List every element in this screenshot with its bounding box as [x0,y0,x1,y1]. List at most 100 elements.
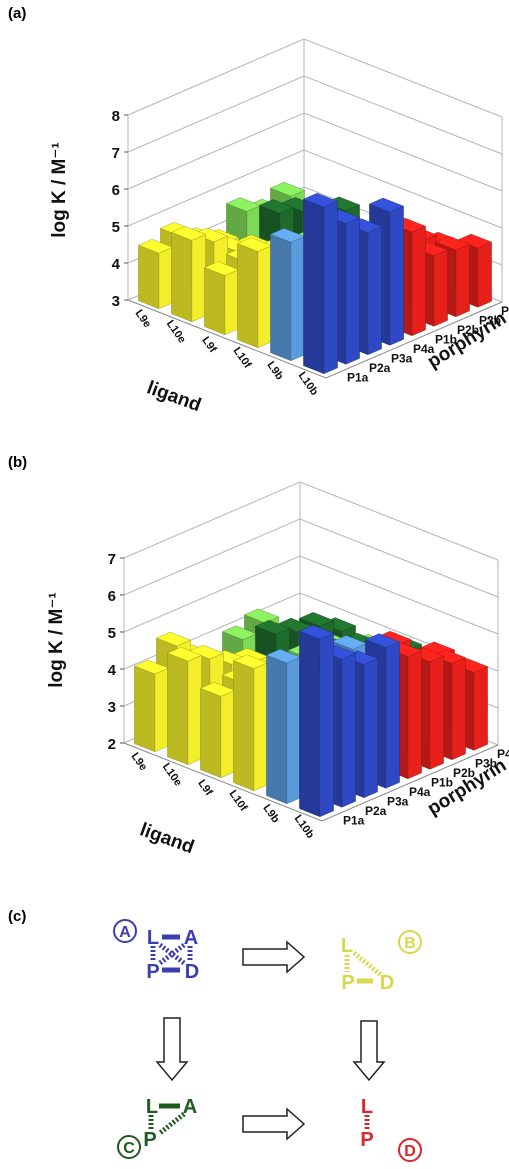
scheme-b-l: L [341,935,353,957]
scheme-b-p: P [341,972,354,994]
chart-a-porphyrin-tick: P4a [413,342,435,356]
bar-face-top [243,608,280,624]
chart-a-porphyrin-tick: P2b [457,323,479,337]
scheme-a-a: A [184,927,198,949]
arrow-a-to-b [242,940,306,974]
bar-face-top [258,199,295,214]
panel-label-a: (a) [8,5,27,22]
bar-face-left [303,198,325,375]
panel-label-b: (b) [8,454,28,471]
scheme-c-l: L [146,1096,158,1118]
chart-a-z-axis-label: log K / M⁻¹ [49,142,70,238]
chart-b-z-axis-label: log K / M⁻¹ [46,592,67,688]
bar-face-top [188,644,225,660]
bar-face-top [430,649,467,664]
bar-face-right [290,236,305,362]
scheme-d-l: L [361,1096,373,1118]
bar-face-top [192,227,229,243]
bar-face-right [154,667,169,753]
badge-c-circle [117,1135,141,1159]
bond-l-d [158,943,186,965]
chart-b-porphyrin-tick: P3a [387,794,409,808]
bar-face-right [253,662,268,792]
bar-face-right [319,632,334,818]
chart-b-bar-L9b-P1a [265,648,302,805]
bar-face-right [385,641,400,789]
scheme-a-p: P [146,961,159,983]
bar-face-top [269,182,306,197]
bar-face-right [477,241,492,308]
chart-b-ligand-tick: L9b [260,802,281,825]
chart-a-z-tick-label: 5 [112,219,120,236]
chart-b-porphyrin-tick: P1b [431,775,453,789]
chart-b-bar-L10e-P1a [166,646,203,766]
badge-a-circle [113,919,137,943]
chart-a-porphyrin-tick: P3a [391,351,413,365]
chart-a-floor-edge [127,299,503,379]
bar-face-top [298,612,335,627]
bar-face-right [187,654,202,766]
bar-face-right [473,666,488,751]
scheme-state-b: B L P D [341,930,422,994]
bar-face-right [257,245,272,349]
chart-b-bars [133,608,489,818]
chart-b-bar-L9f-P1a [199,682,236,779]
arrow-a-to-c [155,1017,189,1082]
bar-face-right [411,225,426,337]
chart-b-porphyrin-tick: P3b [475,756,497,770]
bar-face-top [456,233,493,249]
chart-b-bar-L9e-P1a [133,659,170,753]
chart-a-z-tick-label: 4 [112,256,121,273]
chart-b-z-tick-label: 2 [108,736,116,753]
chart-a-porphyrin-tick: P3b [479,313,501,327]
chart-a-bar-L10f-P1a [236,237,273,349]
badge-d-circle [398,1138,422,1162]
bar-face-right [323,201,338,375]
bar-face-top [364,633,401,648]
bar-face-right [389,205,404,346]
chart-b-z-tick-label: 6 [108,588,116,605]
scheme-b-d: D [380,972,394,994]
chart-b-porphyrin-tick: P4b [497,747,509,761]
chart-a-porphyrin-tick: P1a [347,370,369,384]
bar-face-left [237,243,259,349]
chart-a-z-tick-label: 8 [112,108,120,125]
chart-b-porphyrin-ticks: P1aP2aP3aP4aP1bP2bP3bP4b [343,747,509,828]
chart-a-z-tick-label: 7 [112,145,120,162]
chart-a-z-tick-label: 6 [112,182,120,199]
bar-face-right [367,226,382,356]
chart-b-ligand-tick: L10f [227,788,250,814]
arrow-b-to-d [352,1020,386,1082]
chart-b-gridline [123,518,499,598]
bond-a-p [158,943,186,965]
scheme-a-l: L [147,927,159,949]
bar-face-left [266,654,288,805]
chart-a-ligand-tick: L9e [133,308,154,330]
bond-l-d-b [352,951,383,977]
bar-face-left [171,231,193,323]
chart-a-bar-L10b-P1a [302,193,339,375]
chart-a-bar-L9b-P1a [269,228,306,362]
chart-b-z-tick-label: 5 [108,625,116,642]
chart-a-ligand-tick: L9b [264,359,285,382]
chart-b-gridline [123,481,499,561]
panel-label-c: (c) [8,908,27,925]
bar-face-top [155,631,192,647]
chart-a-bar-L9e-P1a [137,239,174,310]
chart-b-bar-L10f-P1a [232,654,269,792]
chart-a-porphyrin-tick: P4b [501,304,509,318]
bar-face-right [224,269,239,336]
chart-a-porphyrin-tick: P2a [369,361,391,375]
bar-face-left [167,652,189,766]
badge-b-letter: B [404,935,416,952]
chart-b-ligand-tick: L9e [129,751,150,773]
chart-a-ligand-tick: L9f [199,335,218,356]
chart-b-z-tick-label: 3 [108,699,116,716]
bar-face-top [368,197,405,213]
chart-a-bars [137,182,493,375]
chart-a-bar-L10e-P1a [170,226,207,323]
bar-face-right [429,655,444,770]
bar-face-right [455,243,470,318]
